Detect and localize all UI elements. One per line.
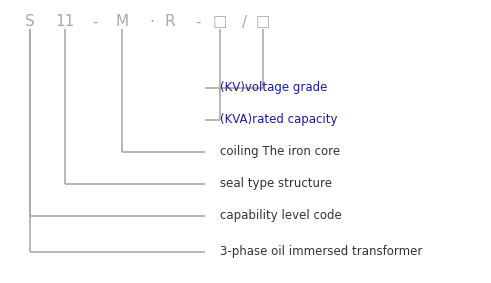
Text: capability level code: capability level code	[220, 209, 342, 222]
Text: coiling The iron core: coiling The iron core	[220, 145, 340, 158]
Text: seal type structure: seal type structure	[220, 177, 332, 190]
Text: (KV)voltage grade: (KV)voltage grade	[220, 82, 327, 95]
Text: M: M	[115, 14, 129, 29]
Text: -: -	[92, 14, 98, 29]
Text: □: □	[213, 14, 227, 29]
Text: 3-phase oil immersed transformer: 3-phase oil immersed transformer	[220, 245, 422, 258]
Text: ·: ·	[150, 14, 155, 29]
Text: S: S	[25, 14, 35, 29]
Text: /: /	[243, 14, 247, 29]
Text: -: -	[195, 14, 201, 29]
Text: (KVA)rated capacity: (KVA)rated capacity	[220, 113, 337, 127]
Text: R: R	[164, 14, 175, 29]
Text: □: □	[256, 14, 270, 29]
Text: 11: 11	[55, 14, 75, 29]
